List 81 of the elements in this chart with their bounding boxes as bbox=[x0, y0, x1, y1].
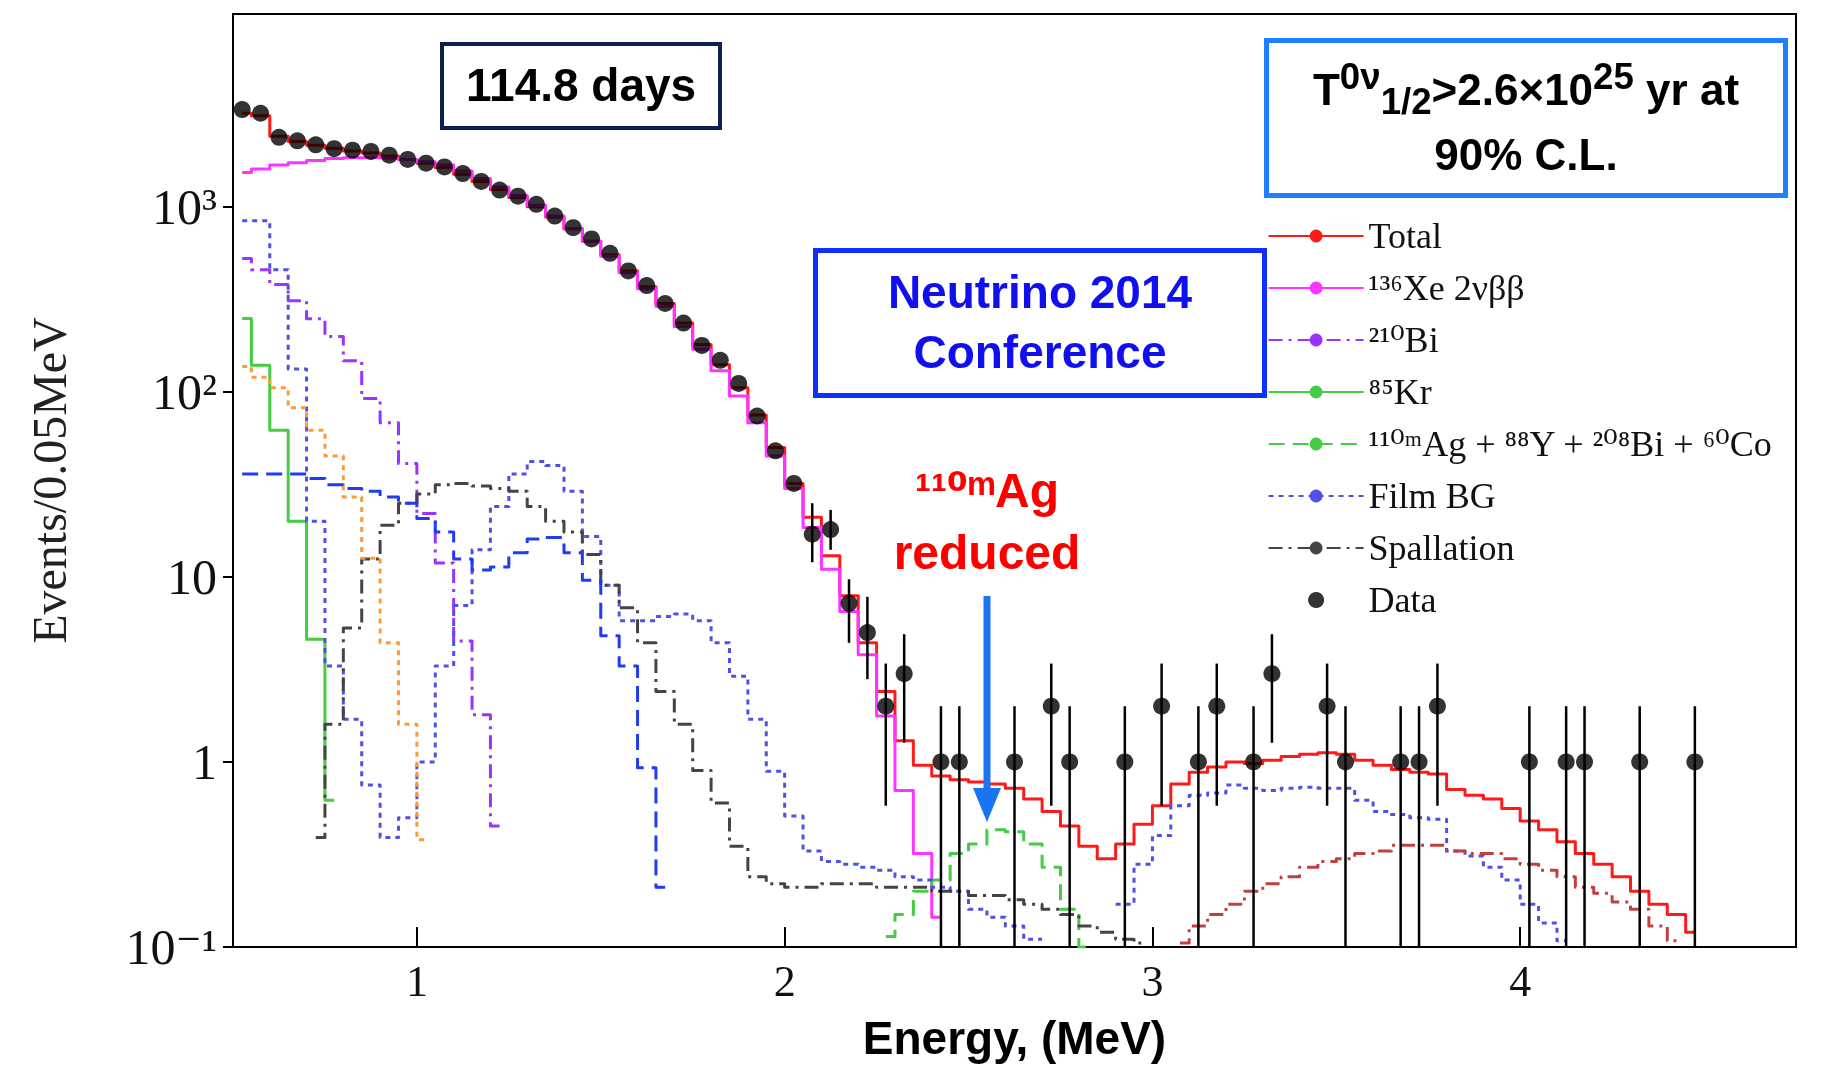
point bbox=[527, 195, 545, 213]
point bbox=[288, 132, 306, 150]
point bbox=[270, 128, 288, 146]
point bbox=[1428, 697, 1446, 715]
point bbox=[950, 753, 968, 771]
point bbox=[748, 407, 766, 425]
point bbox=[564, 219, 582, 237]
point bbox=[858, 624, 876, 642]
point bbox=[877, 697, 895, 715]
point bbox=[619, 262, 637, 280]
y-axis-title: Events/0.05MeV bbox=[22, 316, 76, 644]
y-tick-label: 1 bbox=[192, 733, 217, 790]
point bbox=[711, 351, 729, 369]
point bbox=[1042, 697, 1060, 715]
legend-label: Spallation bbox=[1368, 528, 1515, 568]
point bbox=[656, 295, 674, 312]
point bbox=[417, 154, 435, 172]
point bbox=[675, 314, 693, 332]
point bbox=[895, 665, 913, 683]
annotation: Neutrino 2014 Conference bbox=[813, 248, 1267, 398]
legend-label: ²¹⁰Bi bbox=[1368, 320, 1439, 360]
point bbox=[325, 140, 343, 158]
point bbox=[233, 101, 251, 119]
point bbox=[252, 104, 270, 122]
y-tick-label: 10 bbox=[167, 548, 217, 605]
annotation: ¹¹⁰ᵐAg reduced bbox=[892, 463, 1082, 582]
point bbox=[1153, 697, 1171, 715]
x-tick-label: 4 bbox=[1509, 956, 1532, 1006]
point bbox=[362, 142, 380, 160]
annotation: T$^{0ν}$$_{1/2}$>2.6×10$^{25}$ yr at 90% C.L. bbox=[1264, 38, 1788, 199]
point bbox=[1337, 753, 1354, 771]
point bbox=[803, 525, 821, 543]
x-tick-label: 1 bbox=[405, 956, 428, 1006]
point bbox=[307, 136, 325, 154]
point bbox=[583, 230, 601, 248]
point bbox=[766, 442, 784, 460]
legend-label: ¹¹⁰ᵐAg + ⁸⁸Y + ²⁰⁸Bi + ⁶⁰Co bbox=[1368, 424, 1772, 464]
legend-label: ¹³⁶Xe 2νββ bbox=[1368, 268, 1525, 308]
point bbox=[1410, 753, 1428, 771]
point bbox=[730, 374, 748, 392]
point bbox=[546, 207, 564, 225]
point bbox=[509, 187, 527, 205]
point bbox=[1189, 753, 1207, 771]
legend-label: Total bbox=[1368, 216, 1443, 256]
point bbox=[785, 474, 803, 492]
x-tick-label: 2 bbox=[773, 956, 796, 1006]
point bbox=[638, 277, 656, 295]
point bbox=[380, 146, 398, 164]
point bbox=[1116, 753, 1134, 771]
point bbox=[1061, 753, 1079, 771]
point bbox=[840, 594, 858, 612]
y-tick-label: 10⁻¹ bbox=[125, 919, 217, 975]
point bbox=[1245, 753, 1263, 771]
point bbox=[1576, 753, 1594, 771]
point bbox=[822, 521, 840, 539]
point bbox=[435, 158, 453, 176]
point bbox=[1263, 665, 1281, 683]
y-tick-label: 10³ bbox=[152, 178, 217, 235]
point bbox=[1392, 753, 1410, 771]
point bbox=[1208, 697, 1226, 715]
point bbox=[693, 336, 711, 354]
legend-label: Data bbox=[1368, 580, 1437, 620]
point bbox=[1557, 753, 1575, 771]
point bbox=[454, 165, 472, 183]
x-tick-label: 3 bbox=[1141, 956, 1164, 1006]
point bbox=[1318, 697, 1336, 715]
point bbox=[1006, 753, 1023, 771]
point bbox=[601, 244, 619, 262]
point bbox=[344, 141, 362, 159]
point bbox=[1686, 753, 1704, 771]
point bbox=[491, 181, 509, 199]
point bbox=[399, 150, 417, 168]
annotation: 114.8 days bbox=[440, 42, 723, 130]
legend-label: Film BG bbox=[1368, 476, 1496, 516]
y-tick-label: 10² bbox=[152, 363, 217, 420]
point bbox=[1520, 753, 1538, 771]
point bbox=[932, 753, 950, 771]
point bbox=[1631, 753, 1649, 771]
legend-label: ⁸⁵Kr bbox=[1368, 372, 1432, 412]
point bbox=[472, 172, 490, 190]
x-axis-title: Energy, (MeV) bbox=[862, 1012, 1167, 1064]
